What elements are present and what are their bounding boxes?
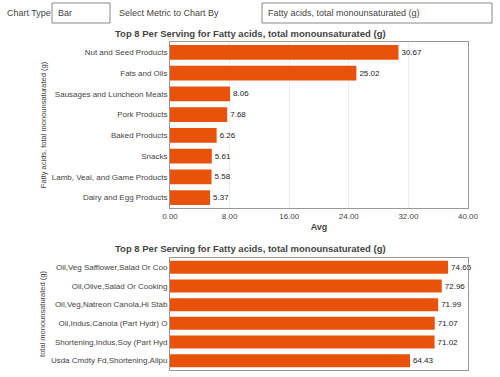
svg-text:5.58: 5.58	[215, 172, 231, 181]
svg-text:5.61: 5.61	[215, 152, 231, 161]
svg-text:Oil,Olive,Salad Or Cooking: Oil,Olive,Salad Or Cooking	[72, 282, 168, 291]
svg-text:6.26: 6.26	[220, 131, 236, 140]
svg-text:Sausages and Luncheon Meats: Sausages and Luncheon Meats	[55, 90, 168, 99]
svg-text:Nut and Seed Products: Nut and Seed Products	[85, 48, 168, 57]
svg-text:Pork Products: Pork Products	[117, 110, 167, 119]
svg-text:Usda Cmdty Fd,Shortening,Allpu: Usda Cmdty Fd,Shortening,Allpu	[51, 356, 168, 365]
svg-text:25.02: 25.02	[359, 69, 380, 78]
svg-text:Oil,Veg Safflower,Salad Or Coo: Oil,Veg Safflower,Salad Or Coo	[56, 263, 168, 272]
svg-text:Snacks: Snacks	[141, 152, 167, 161]
svg-text:74.65: 74.65	[451, 263, 472, 272]
svg-text:71.02: 71.02	[438, 338, 459, 347]
svg-text:40.00: 40.00	[458, 212, 479, 221]
svg-text:Oil,Veg,Natreon Canola,Hi Stab: Oil,Veg,Natreon Canola,Hi Stab	[55, 300, 168, 309]
svg-text:71.07: 71.07	[438, 319, 459, 328]
svg-text:24.00: 24.00	[339, 212, 360, 221]
svg-text:Shortening,Indus,Soy (Part Hyd: Shortening,Indus,Soy (Part Hyd	[55, 338, 168, 347]
svg-text:Top 8 Per Serving for Fatty ac: Top 8 Per Serving for Fatty acids, total…	[115, 243, 386, 254]
svg-text:8.06: 8.06	[233, 89, 249, 98]
svg-text:0.00: 0.00	[162, 212, 178, 221]
svg-text:30.67: 30.67	[401, 48, 422, 57]
svg-text:72.96: 72.96	[445, 282, 466, 291]
svg-text:Dairy and Egg Products: Dairy and Egg Products	[83, 193, 168, 202]
svg-text:Chart Type: Chart Type	[7, 8, 51, 18]
svg-text:64.43: 64.43	[413, 356, 434, 365]
svg-text:71.99: 71.99	[441, 300, 462, 309]
svg-text:16.00: 16.00	[279, 212, 300, 221]
svg-text:32.00: 32.00	[398, 212, 419, 221]
svg-text:Bar: Bar	[58, 8, 72, 18]
svg-text:Fatty acids, total monounsatur: Fatty acids, total monounsaturated (g)	[268, 8, 420, 18]
svg-text:Lamb, Veal, and Game Products: Lamb, Veal, and Game Products	[52, 173, 168, 182]
svg-text:7.68: 7.68	[230, 110, 246, 119]
svg-text:5.37: 5.37	[213, 193, 229, 202]
svg-text:Top 8 Per Serving for Fatty ac: Top 8 Per Serving for Fatty acids, total…	[115, 28, 386, 39]
svg-text:Baked Products: Baked Products	[111, 131, 167, 140]
svg-text:Select Metric to Chart By: Select Metric to Chart By	[119, 8, 219, 18]
svg-text:total monounsaturated (g): total monounsaturated (g)	[38, 271, 47, 357]
svg-text:Fats and Oils: Fats and Oils	[120, 69, 167, 78]
svg-text:Oil,Indus,Canola (Part Hydr) O: Oil,Indus,Canola (Part Hydr) O	[58, 319, 167, 328]
svg-text:8.00: 8.00	[222, 212, 238, 221]
svg-text:Avg: Avg	[311, 222, 328, 232]
svg-text:Fatty acids, total monounsatur: Fatty acids, total monounsaturated (g)	[39, 61, 48, 188]
